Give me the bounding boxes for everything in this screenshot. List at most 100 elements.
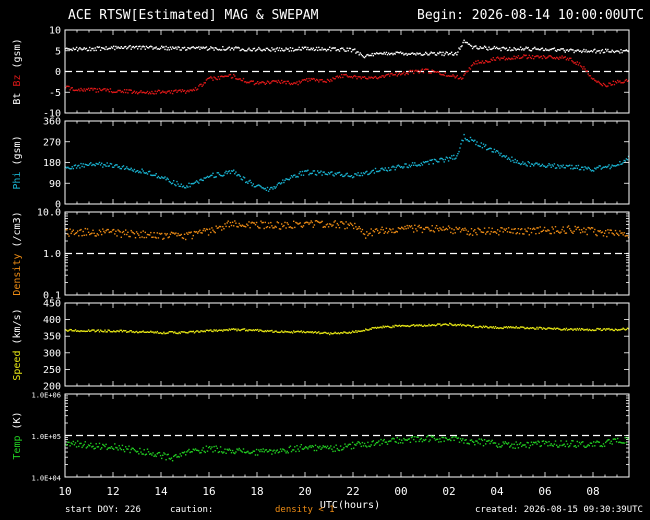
data-point xyxy=(170,331,173,333)
data-point xyxy=(492,57,494,59)
data-point xyxy=(234,452,236,455)
data-point xyxy=(538,441,540,443)
data-point xyxy=(167,332,169,334)
data-point xyxy=(354,443,356,446)
data-point xyxy=(624,160,626,162)
data-point xyxy=(368,54,370,57)
y-tick-label: 5 xyxy=(55,46,61,57)
data-point xyxy=(463,74,465,76)
data-point xyxy=(419,164,421,167)
data-point xyxy=(447,160,450,162)
data-point xyxy=(170,48,173,50)
data-point xyxy=(215,176,217,178)
data-point xyxy=(478,228,480,230)
data-point xyxy=(452,158,454,160)
data-point xyxy=(473,230,475,232)
data-point xyxy=(410,324,413,327)
data-point xyxy=(542,49,545,52)
data-point xyxy=(241,451,244,453)
data-point xyxy=(199,83,201,86)
data-point xyxy=(207,48,210,51)
data-point xyxy=(612,438,614,440)
data-point xyxy=(66,47,68,49)
data-point xyxy=(308,223,310,225)
data-point xyxy=(499,446,501,448)
data-point xyxy=(262,49,264,51)
data-point xyxy=(265,189,268,191)
data-point xyxy=(466,139,468,141)
data-point xyxy=(186,49,188,51)
data-point xyxy=(377,229,379,232)
data-point xyxy=(267,222,270,224)
data-point xyxy=(598,328,600,331)
data-point xyxy=(266,226,269,228)
data-point xyxy=(209,175,211,178)
data-point xyxy=(170,231,173,233)
data-point xyxy=(365,55,367,58)
data-point xyxy=(121,90,124,93)
x-tick-label: 10 xyxy=(58,485,71,498)
data-point xyxy=(440,441,442,443)
data-point xyxy=(201,179,203,181)
data-point xyxy=(446,439,449,441)
data-point xyxy=(615,329,618,331)
data-point xyxy=(156,90,158,93)
data-point xyxy=(227,47,229,49)
data-point xyxy=(301,331,304,334)
y-tick-label: 270 xyxy=(43,137,61,148)
data-point xyxy=(214,176,216,178)
data-point xyxy=(69,48,71,51)
data-point xyxy=(126,331,128,333)
data-point xyxy=(146,173,149,175)
data-point xyxy=(548,49,550,52)
data-point xyxy=(494,47,497,50)
data-point xyxy=(80,442,82,445)
data-point xyxy=(218,173,221,176)
data-point xyxy=(462,77,464,79)
data-point xyxy=(394,324,396,327)
y-tick-label: 1.0E+04 xyxy=(31,475,61,483)
data-point xyxy=(379,231,381,233)
data-point xyxy=(587,166,589,169)
data-point xyxy=(229,172,232,175)
data-point xyxy=(202,330,204,333)
data-point xyxy=(577,445,580,447)
data-point xyxy=(458,47,460,49)
data-point xyxy=(390,229,392,231)
data-point xyxy=(223,48,225,51)
data-point xyxy=(408,438,410,440)
data-point xyxy=(174,89,176,92)
data-point xyxy=(391,52,393,54)
data-point xyxy=(313,224,316,226)
data-point xyxy=(318,172,320,174)
data-point xyxy=(610,328,612,331)
data-point xyxy=(271,80,273,83)
data-point xyxy=(552,48,554,50)
data-point xyxy=(470,65,473,67)
data-point xyxy=(310,47,312,49)
data-point xyxy=(541,230,544,232)
data-point xyxy=(246,50,248,52)
data-point xyxy=(72,167,74,170)
data-point xyxy=(578,229,581,231)
data-point xyxy=(572,61,574,63)
data-point xyxy=(372,230,374,232)
data-point xyxy=(198,230,200,233)
data-point xyxy=(440,228,442,230)
data-point xyxy=(440,73,442,76)
data-point xyxy=(283,181,285,184)
data-point xyxy=(284,450,286,452)
data-point xyxy=(227,449,229,451)
data-point xyxy=(546,49,548,51)
data-point xyxy=(305,79,307,81)
data-point xyxy=(204,47,206,49)
data-point xyxy=(90,233,92,235)
data-point xyxy=(585,49,587,51)
data-point xyxy=(228,226,230,228)
data-point xyxy=(354,222,356,225)
data-point xyxy=(281,79,283,82)
data-point xyxy=(408,70,410,73)
data-point xyxy=(154,454,156,456)
data-point xyxy=(204,230,206,232)
data-point xyxy=(413,324,415,326)
